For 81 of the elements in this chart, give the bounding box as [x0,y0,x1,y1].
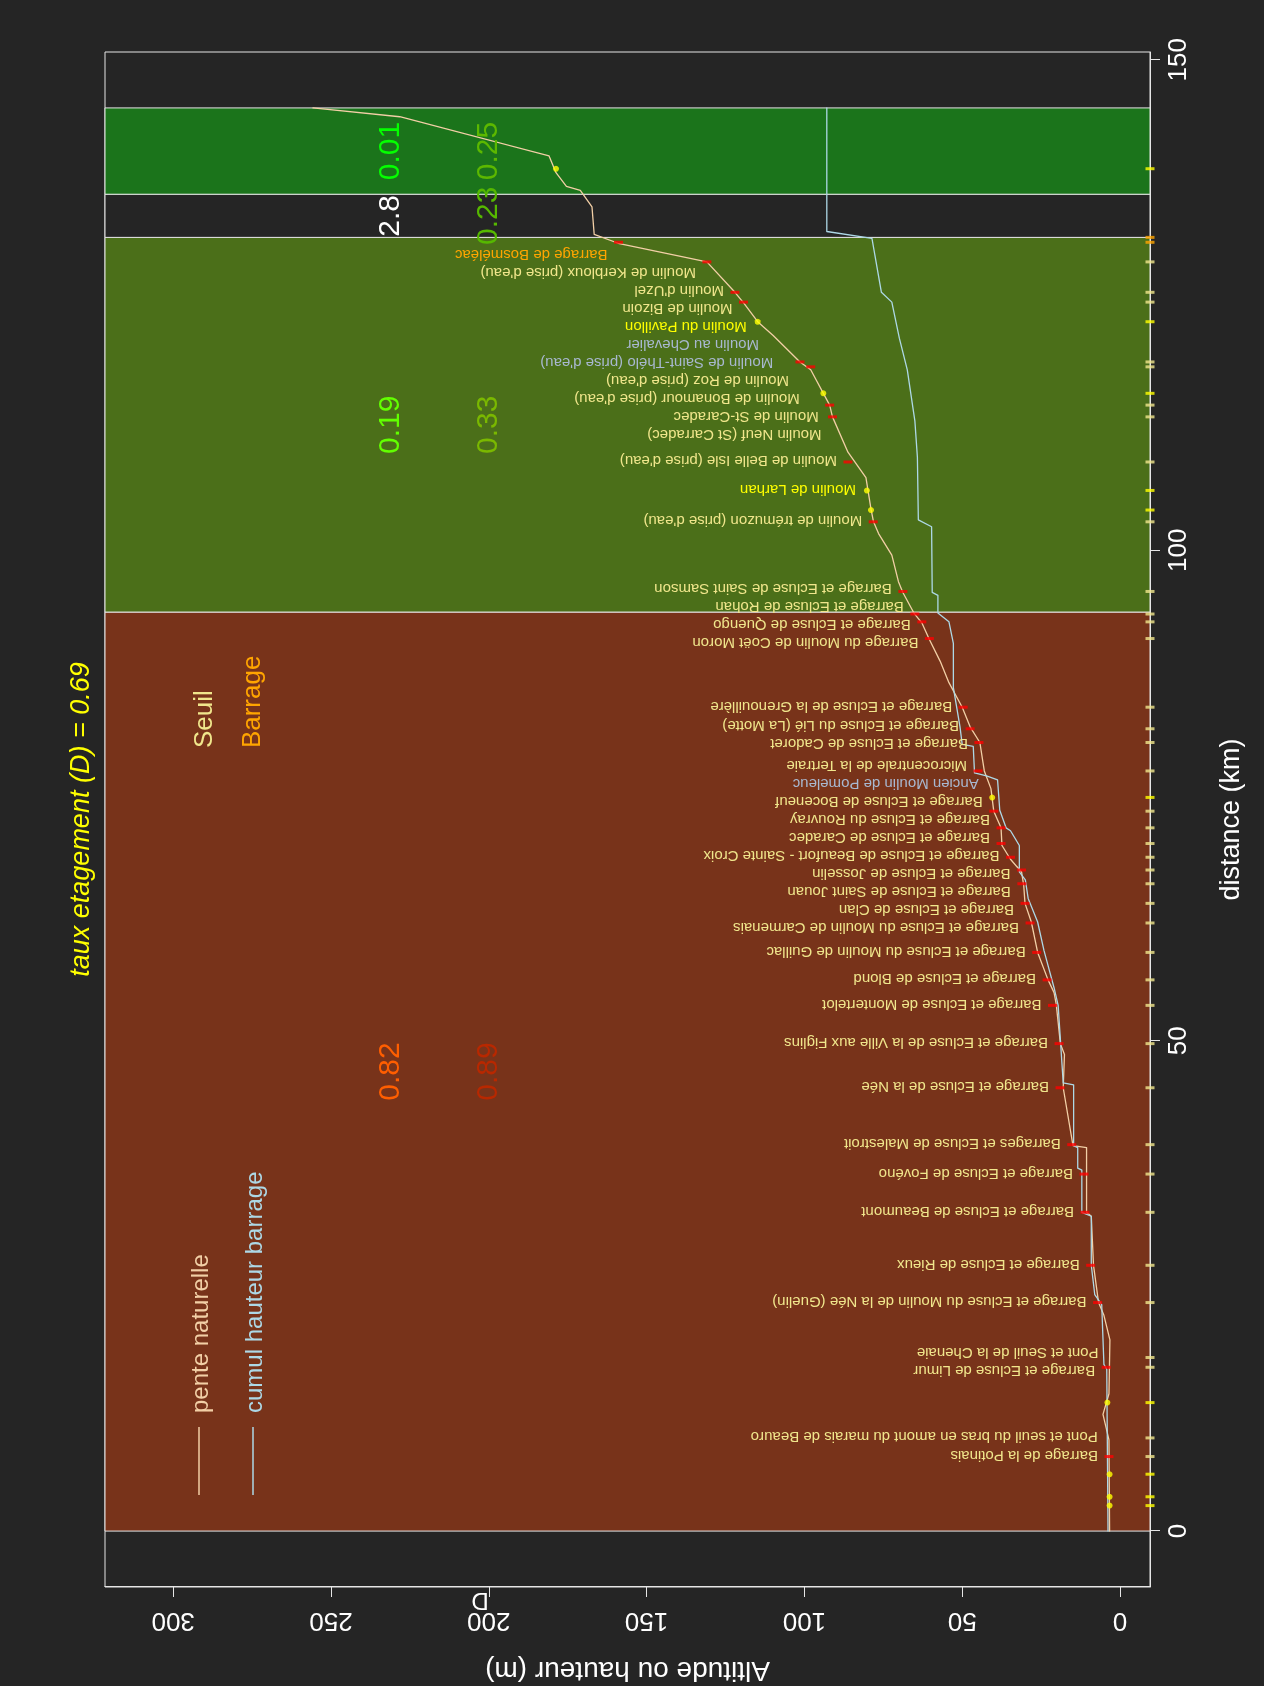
y-axis-title: distance (km) [1214,738,1245,901]
annotation: Moulin de Roz (prise d'eau) [606,373,789,391]
annotation: Pont et seuil du bras en amont du marais de Beauro [750,1429,1098,1447]
annotation: Moulin de Saint-Thélo (prise d'eau) [540,355,774,373]
annotation: Barrage et Ecluse du Rouvray [789,812,991,830]
text: taux etagement (D) = 0.69 [65,662,95,977]
annotation: 0.01 [371,121,405,181]
annotation: Barrage et Ecluse de Josselin [812,866,1011,884]
y-tick-label: 50 [1162,1026,1192,1056]
y-tick-label: 0 [1162,1523,1192,1539]
annotation: Barrage de la Potinais [950,1448,1098,1466]
point [1106,1502,1113,1509]
annotation: Pont et Seuil de la Chenaie [916,1344,1099,1362]
annotation: Barrage et Ecluse de Quengo [713,616,911,634]
x-tick-label: 250 [309,1607,353,1637]
y-tick-label: 100 [1162,528,1192,572]
point [820,390,827,397]
annotation: Moulin du Pavillon [624,319,747,337]
annotation: Barrage et Ecluse de Saint Jouan [787,884,1011,902]
annotation: Ancien Moulin de Pomeleuc [792,776,979,794]
annotation: Moulin de Belle Isle (prise d'eau) [619,453,837,471]
x-tick-label: 50 [947,1607,977,1637]
y-tick-label: 150 [1162,38,1192,82]
x-axis-title: Altitude ou hauteur (m) [485,1655,770,1686]
point [863,487,870,494]
annotation: Moulin de Kerbloux (prise d'eau) [480,265,696,283]
annotation: Microcentrale de la Tertraie [786,758,967,776]
annotation: Barrage et Ecluse de Limur [913,1362,1096,1380]
annotation: Moulin de St-Caradec [673,409,819,427]
annotation: Barrage et Ecluse de la Grenouillère [710,698,953,716]
text: cumul hauteur barrage [239,1171,267,1413]
annotation: Barrages et Ecluse de Malestroit [843,1136,1061,1154]
annotation: Barrage et Ecluse du Moulin de Carmenais [733,919,1020,937]
annotation: Moulin de trémuzon (prise d'eau) [643,513,863,531]
text: pente naturelle [185,1254,213,1413]
point [989,794,996,801]
annotation: Barrage et Ecluse de la Ville aux Figlins [784,1035,1049,1053]
point [1106,1493,1113,1500]
annotation: 0.82 [371,1042,405,1101]
x-tick-label: 150 [624,1607,669,1637]
point [553,165,560,172]
annotation: Barrage et Ecluse de Rohan [715,598,904,616]
annotation: 0.25 [469,121,503,181]
annotation: Barrage et Ecluse de Caradec [788,830,991,848]
point [1104,1399,1111,1406]
annotation: Barrage et Ecluse de Fovéno [878,1165,1074,1183]
annotation: Moulin de Larhan [739,481,856,499]
annotation: Barrage et Ecluse de Saint Samson [654,581,892,599]
annotation: 2.8 [371,194,405,237]
annotation: Barrage de Bosméléac [454,247,608,265]
annotation: Moulin d'Uzel [634,283,724,301]
annotation: Barrage et Ecluse de Beaumont [860,1203,1074,1221]
annotation: Barrage et Ecluse du Moulin de Guillac [765,943,1026,961]
annotation: Moulin Neuf (St Carradec) [647,427,822,445]
annotation: Barrage et Ecluse de Montertelot [821,996,1042,1014]
annotation: 0.23 [469,186,503,245]
annotation: Barrage et Ecluse de Blond [853,971,1037,989]
x-tick-label: 0 [1112,1607,1128,1637]
annotation: Barrage et Ecluse de Rieux [896,1256,1080,1274]
line-series [312,107,1111,1532]
point [754,318,761,325]
annotation: Barrage et Ecluse de Boceneuf [774,794,983,812]
annotation: Barrage et Ecluse de Cadoret [769,736,968,754]
annotation: Barrage et Ecluse de Beaufort - Sainte Croix [703,848,1000,866]
annotation: Barrage et Ecluse de la Née [861,1079,1050,1097]
annotation: Moulin au Chevalier [626,337,759,355]
annotation: Barrage et Ecluse du Lié (La Motte) [722,718,960,736]
annotation: 0.33 [469,395,503,454]
annotation: Barrage et Ecluse du Moulin de la Née (Guelin) [772,1294,1087,1312]
annotation: Barrage et Ecluse de Clan [838,902,1015,920]
point [1106,1471,1113,1478]
annotation: 0.19 [371,395,405,454]
point [868,507,874,514]
annotation: 0.89 [469,1042,503,1101]
x-tick-label: 300 [151,1607,195,1637]
x-tick-label: 100 [782,1607,827,1637]
annotation: Moulin de Bonamour (prise d'eau) [574,391,800,409]
text: Barrage [236,655,266,749]
annotation: Barrage du Moulin de Coët Moron [692,634,919,652]
text: Seuil [188,690,218,749]
annotation: Moulin de Bizoin [622,301,733,319]
